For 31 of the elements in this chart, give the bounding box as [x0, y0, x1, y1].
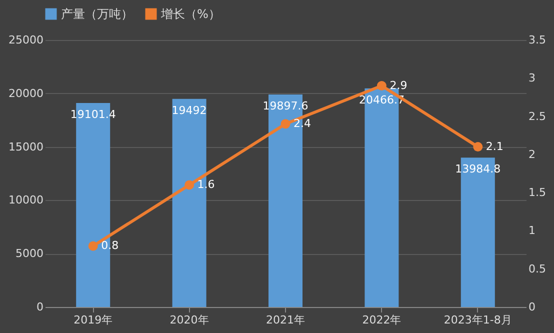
point — [88, 241, 98, 251]
data-label: 2.4 — [294, 116, 311, 130]
x-tick-label: 2021年 — [266, 314, 305, 326]
x-tick-label: 2020年 — [170, 314, 209, 326]
y2-tick-label: 0 — [528, 300, 536, 314]
data-label: 1.6 — [197, 178, 215, 191]
y-tick-label: 20000 — [8, 86, 44, 100]
y-tick-label: 25000 — [8, 34, 44, 46]
y2-tick-label: 2.5 — [528, 110, 546, 123]
y2-tick-label: 0.5 — [528, 262, 546, 276]
y2-tick-label: 3 — [528, 72, 536, 85]
data-label: 2.9 — [390, 78, 408, 92]
point — [184, 180, 194, 190]
y-tick-label: 5000 — [16, 247, 44, 260]
x-tick-label: 2019年 — [74, 314, 113, 326]
point — [473, 142, 483, 152]
y-tick-label: 10000 — [8, 194, 44, 207]
x-tick-label: 2023年1-8月 — [444, 314, 512, 326]
y2-tick-label: 1.5 — [528, 186, 546, 200]
data-label: 2.1 — [486, 140, 504, 153]
legend-label: 产量（万吨） — [61, 7, 133, 21]
y-tick-label: 0 — [36, 300, 44, 314]
y2-tick-label: 1 — [528, 224, 536, 238]
y-tick-label: 15000 — [8, 140, 44, 154]
legend-label: 增长（%） — [160, 7, 220, 21]
point — [280, 119, 290, 129]
y2-tick-label: 3.5 — [528, 34, 546, 46]
x-tick-label: 2022年 — [362, 314, 402, 326]
point — [376, 81, 386, 91]
data-label: 19492 — [172, 104, 207, 117]
y2-tick-label: 2 — [528, 148, 536, 161]
